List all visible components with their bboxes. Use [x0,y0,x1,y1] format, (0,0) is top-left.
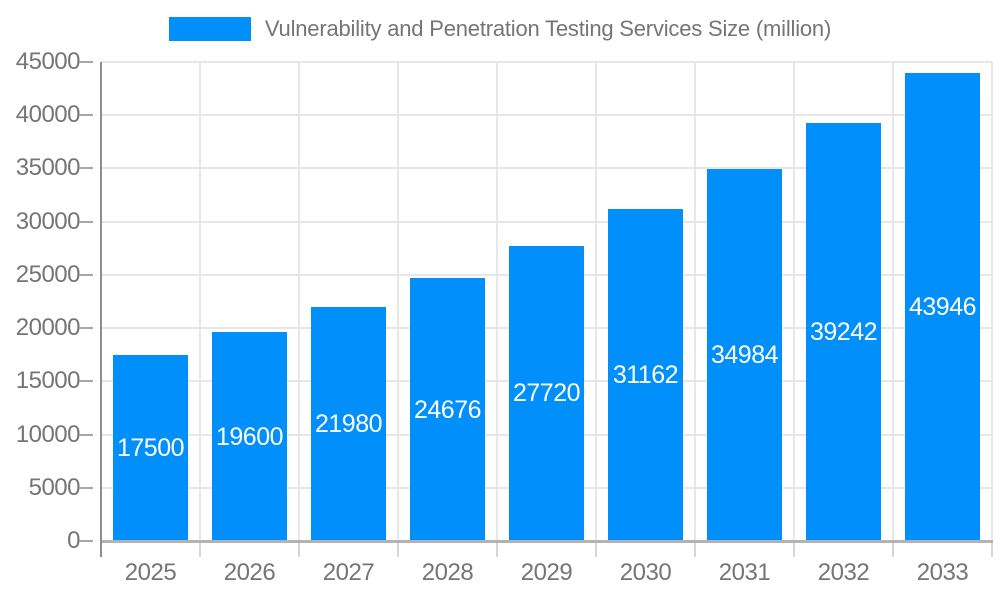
bar-value-label: 17500 [116,433,185,462]
y-axis-tick [79,327,93,330]
x-axis-tick [892,541,894,557]
bar-value-label: 34984 [710,340,779,369]
gridline-vertical [694,62,696,541]
bar-value-label: 19600 [215,422,284,451]
y-tick-label: 45000 [15,48,81,75]
gridline-vertical [595,62,597,541]
y-axis-tick [79,220,93,223]
x-axis-tick [298,541,300,557]
bar[interactable] [608,209,683,540]
gridline-horizontal [101,61,992,63]
x-tick-label: 2032 [817,559,870,586]
bar-value-label: 21980 [314,410,383,439]
gridline-vertical [397,62,399,541]
bar-value-label: 43946 [908,293,977,322]
x-tick-label: 2029 [520,559,573,586]
bar-value-label: 27720 [512,379,581,408]
bar-value-label: 39242 [809,318,878,347]
gridline-horizontal [101,220,992,223]
x-tick-label: 2028 [421,559,474,586]
y-tick-label: 10000 [15,420,81,448]
bar[interactable] [311,307,386,540]
x-tick-label: 2025 [124,559,177,586]
y-axis-tick [79,273,93,276]
x-tick-label: 2026 [223,559,276,586]
legend[interactable]: Vulnerability and Penetration Testing Se… [0,16,1000,42]
y-axis-tick [79,114,93,117]
x-axis-line [100,540,993,543]
y-axis-tick [79,167,93,170]
y-tick-label: 30000 [15,207,81,235]
x-tick-label: 2030 [619,559,672,586]
y-tick-label: 35000 [15,154,81,182]
x-axis-tick [595,541,597,557]
y-axis-tick [79,61,93,63]
y-tick-label: 0 [67,527,80,554]
y-tick-label: 40000 [15,101,81,129]
y-tick-label: 20000 [15,314,81,342]
gridline-vertical [298,62,300,541]
bar[interactable] [113,354,188,540]
y-tick-label: 15000 [15,367,81,395]
y-tick-label: 5000 [28,473,81,501]
bar[interactable] [905,73,980,540]
bar[interactable] [707,168,782,540]
legend-label[interactable]: Vulnerability and Penetration Testing Se… [264,16,832,41]
bar[interactable] [509,245,584,540]
x-tick-label: 2033 [916,559,969,586]
gridline-vertical [991,62,993,541]
gridline-vertical [892,62,894,541]
y-axis-tick [79,486,93,489]
gridline-horizontal [101,167,992,170]
y-axis-line [100,62,102,557]
x-axis-tick [199,541,201,557]
bar[interactable] [212,332,287,540]
y-axis-tick [79,433,93,436]
bar[interactable] [410,278,485,540]
x-tick-label: 2027 [322,559,375,586]
gridline-vertical [793,62,795,541]
bar[interactable] [806,123,881,540]
gridline-vertical [199,62,201,541]
x-axis-tick [793,541,795,557]
x-tick-label: 2031 [718,559,771,586]
gridline-vertical [496,62,498,541]
gridline-horizontal [101,114,992,117]
bar-value-label: 24676 [413,395,482,424]
x-axis-tick [397,541,399,557]
bar-value-label: 31162 [612,361,679,390]
x-axis-tick [496,541,498,557]
y-axis-tick [79,540,93,542]
x-axis-tick [991,541,993,557]
y-axis-tick [79,380,93,383]
x-axis-tick [694,541,696,557]
legend-swatch[interactable] [168,17,251,41]
y-tick-label: 25000 [15,260,81,288]
